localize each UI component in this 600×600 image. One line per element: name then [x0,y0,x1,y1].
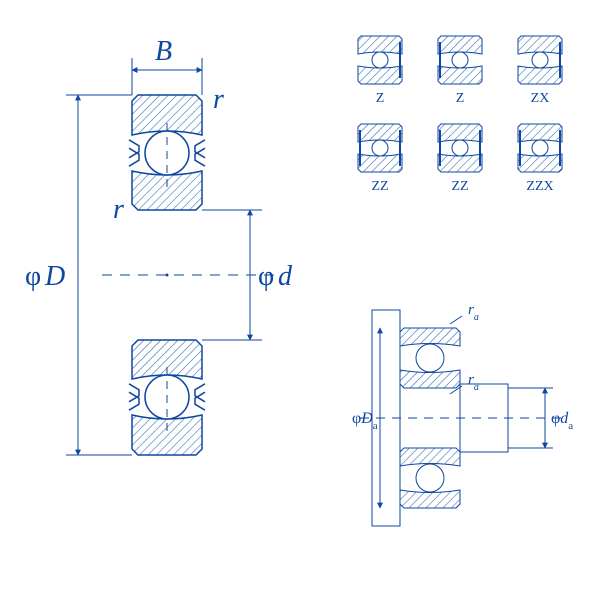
bearing-icon [518,124,562,172]
dim-D-phi: φ [25,261,41,292]
bearing-icon [518,36,562,84]
icon-label: Z [376,91,385,106]
outer-ring-bottom [132,415,202,455]
dim-d-label: d [278,261,293,292]
icon-label: ZZX [526,179,553,194]
bearing-icon [438,36,482,84]
dim-da-label: φda [551,410,573,432]
bearing-icon [438,124,482,172]
shaft-shoulder [460,384,508,452]
inner-ring-top [132,171,202,210]
bearing-diagram: BφDφdrrZZZXZZZZZZXφDaφdarara [0,0,600,600]
bearing-icon [358,124,402,172]
dim-D-label: D [44,261,65,292]
icon-label: Z [456,91,465,106]
dim-B-label: B [155,36,172,67]
ra-label: ra [468,302,479,323]
icon-label: ZZ [451,179,468,194]
icon-label: ZZ [371,179,388,194]
dim-Da-label: φDa [352,410,378,432]
ra-label: ra [468,372,479,393]
r-label-0: r [213,84,224,115]
r-label-1: r [113,194,124,225]
bearing-icon [358,36,402,84]
dim-d-phi: φ [258,261,274,292]
icon-label: ZX [531,91,550,106]
